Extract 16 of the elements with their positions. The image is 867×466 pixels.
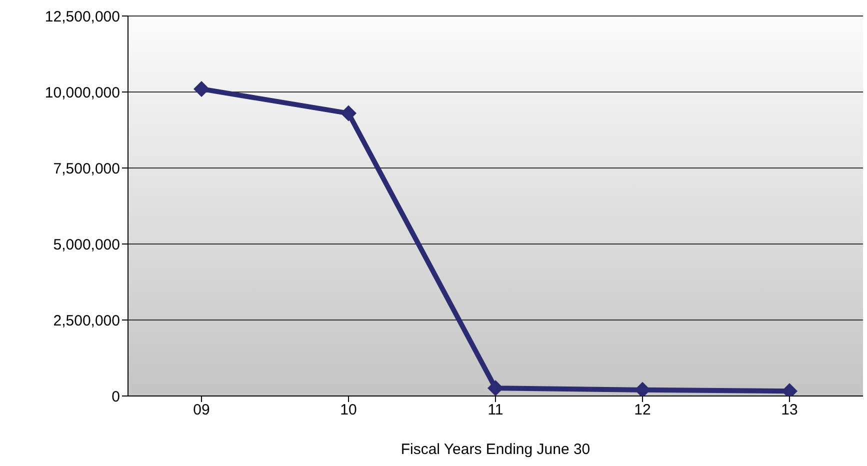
y-tick-label: 12,500,000	[44, 8, 120, 26]
x-tick-label: 13	[781, 402, 798, 419]
y-tick-label: 2,500,000	[53, 312, 120, 330]
y-tick-label: 7,500,000	[53, 160, 120, 178]
point	[194, 80, 210, 97]
y-tick-label: 5,000,000	[53, 236, 120, 254]
y-tick-label: 10,000,000	[44, 84, 120, 102]
x-tick-label: 12	[634, 402, 651, 419]
point	[340, 105, 356, 122]
x-tick-label: 10	[340, 402, 357, 419]
x-axis-title: Fiscal Years Ending June 30	[400, 441, 590, 458]
x-tick-label: 11	[488, 402, 504, 419]
point	[488, 380, 504, 396]
point	[634, 382, 650, 396]
x-tick-label: 09	[193, 402, 210, 419]
y-tick-label: 0	[112, 388, 120, 406]
